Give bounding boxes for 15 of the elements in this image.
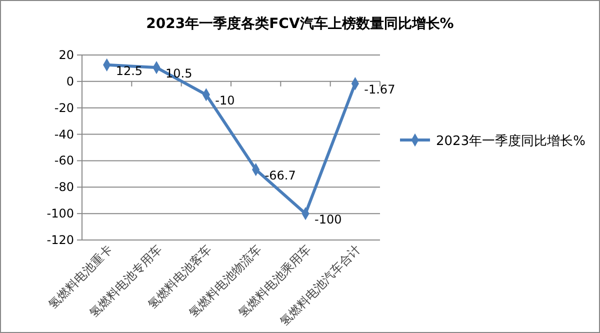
y-tick-label: -100 bbox=[46, 206, 74, 221]
y-tick-label: -120 bbox=[46, 233, 74, 247]
y-tick-label: -60 bbox=[54, 154, 74, 168]
y-tick-label: 20 bbox=[58, 48, 74, 62]
data-label: -100 bbox=[314, 212, 342, 227]
data-label: -10 bbox=[215, 94, 235, 108]
legend-label: 2023年一季度同比增长% bbox=[436, 133, 586, 149]
y-tick-label: -40 bbox=[54, 127, 74, 142]
y-tick-label: 0 bbox=[66, 74, 74, 88]
data-label: 12.5 bbox=[116, 64, 143, 78]
data-label: -1.67 bbox=[364, 82, 396, 97]
data-label: -66.7 bbox=[264, 168, 296, 183]
y-tick-label: -20 bbox=[54, 100, 74, 115]
chart-title: 2023年一季度各类FCV汽车上榜数量同比增长% bbox=[146, 15, 454, 32]
y-tick-label: -80 bbox=[54, 180, 74, 194]
